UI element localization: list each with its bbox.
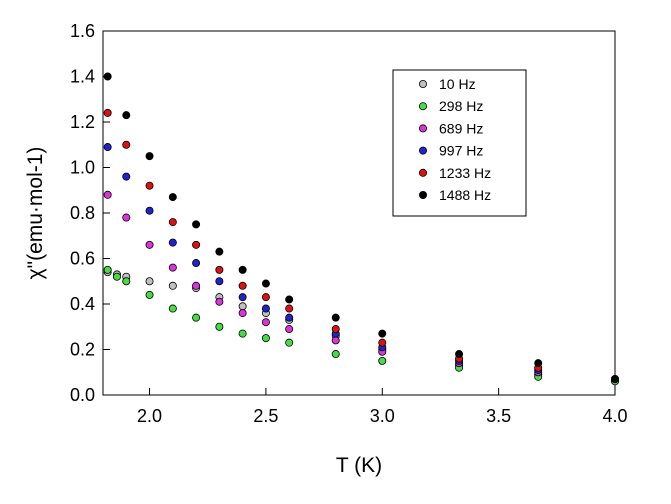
data-point [168, 281, 177, 290]
data-point [285, 304, 294, 313]
data-point [238, 329, 247, 338]
y-tick-label: 0.2 [70, 340, 95, 360]
legend-marker [418, 102, 427, 111]
x-tick-label: 4.0 [602, 406, 627, 426]
data-point [192, 313, 201, 322]
data-point [122, 140, 131, 149]
legend-marker [418, 190, 427, 199]
x-tick-label: 3.5 [486, 406, 511, 426]
x-tick-label: 2.0 [137, 406, 162, 426]
legend-box [392, 69, 527, 217]
data-point [103, 108, 112, 117]
data-point [122, 172, 131, 181]
plot-frame [102, 30, 616, 396]
data-point [103, 190, 112, 199]
data-point [331, 336, 340, 345]
data-point [455, 350, 464, 359]
y-axis-title: χ"(emu·mol-1) [24, 147, 47, 280]
data-point [122, 213, 131, 222]
data-point [285, 325, 294, 334]
x-tick-label: 3.0 [370, 406, 395, 426]
data-point [261, 279, 270, 288]
data-point [122, 111, 131, 120]
y-tick-label: 0.8 [70, 203, 95, 223]
data-point [215, 322, 224, 331]
data-point [168, 238, 177, 247]
data-point [215, 247, 224, 256]
data-point [285, 338, 294, 347]
data-point [192, 281, 201, 290]
data-point [103, 72, 112, 81]
data-point [145, 206, 154, 215]
legend-label: 1488 Hz [439, 187, 491, 203]
legend-marker [418, 146, 427, 155]
data-point [261, 304, 270, 313]
data-point [215, 265, 224, 274]
data-point [331, 325, 340, 334]
data-point [192, 240, 201, 249]
legend-label: 997 Hz [439, 143, 483, 159]
data-point [168, 263, 177, 272]
data-point [238, 281, 247, 290]
data-point [145, 181, 154, 190]
data-point [238, 293, 247, 302]
data-point [238, 309, 247, 318]
data-point [378, 329, 387, 338]
data-point [168, 218, 177, 227]
legend-label: 689 Hz [439, 120, 483, 136]
data-point [378, 356, 387, 365]
legend-marker [418, 168, 427, 177]
data-point [331, 313, 340, 322]
y-tick-label: 1.4 [70, 67, 95, 87]
y-tick-label: 1.2 [70, 112, 95, 132]
legend-label: 1233 Hz [439, 165, 491, 181]
axis-ticks: 2.0 2.5 3.0 3.5 4.0 0.0 0.2 0.4 0.6 0.8 1.0 1.2 1.4 1… [70, 21, 628, 426]
data-point [103, 143, 112, 152]
data-point [192, 220, 201, 229]
data-point [285, 295, 294, 304]
data-point [168, 304, 177, 313]
data-point [238, 265, 247, 274]
legend-marker [418, 80, 427, 89]
legend-label: 10 Hz [439, 76, 476, 92]
y-tick-label: 1.0 [70, 158, 95, 178]
data-point [534, 359, 543, 368]
data-point [261, 334, 270, 343]
data-point [145, 240, 154, 249]
data-point [145, 290, 154, 299]
legend-marker [418, 124, 427, 133]
y-tick-label: 0.6 [70, 249, 95, 269]
data-point [192, 259, 201, 268]
data-point [215, 277, 224, 286]
y-tick-label: 0.4 [70, 294, 95, 314]
x-tick-label: 2.5 [253, 406, 278, 426]
x-axis-title: T (K) [336, 454, 382, 477]
data-point [103, 265, 112, 274]
data-point [145, 277, 154, 286]
data-point [238, 302, 247, 311]
data-point [168, 193, 177, 202]
data-point [285, 313, 294, 322]
data-point [611, 375, 620, 384]
y-tick-label: 1.6 [70, 21, 95, 41]
data-point [261, 293, 270, 302]
legend-label: 298 Hz [439, 98, 483, 114]
data-point [122, 277, 131, 286]
data-point [331, 350, 340, 359]
y-tick-label: 0.0 [70, 385, 95, 405]
data-point [261, 318, 270, 327]
data-point [215, 297, 224, 306]
data-point [145, 152, 154, 161]
data-point [112, 272, 121, 281]
legend: 10 Hz 298 Hz 689 Hz 997 Hz 1233 Hz 1488 Hz [392, 69, 527, 217]
data-point [378, 338, 387, 347]
data-points [103, 72, 620, 386]
